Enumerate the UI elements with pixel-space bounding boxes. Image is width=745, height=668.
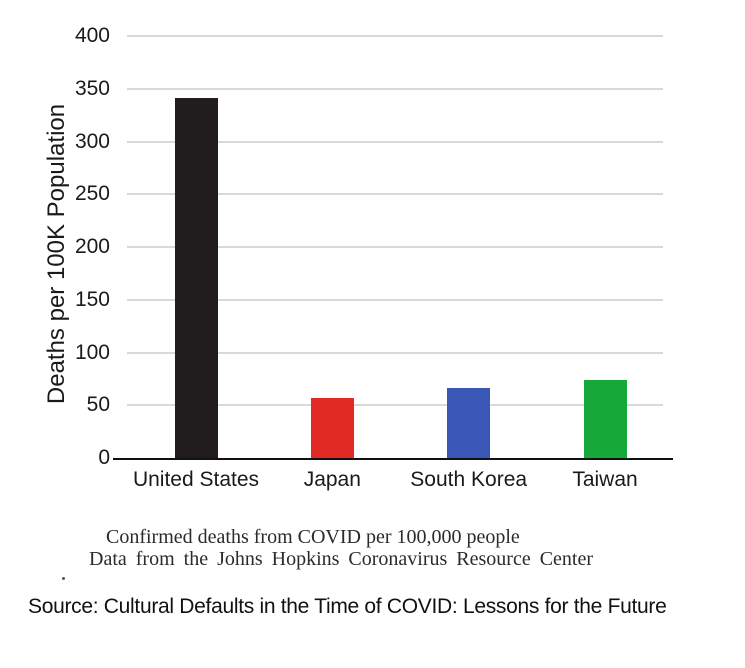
y-tick-label-50: 50	[86, 393, 110, 417]
gridline-250	[127, 193, 663, 196]
y-tick-label-200: 200	[74, 235, 110, 258]
x-axis-line	[113, 458, 673, 460]
caption-line-1: Confirmed deaths from COVID per 100,000 …	[106, 526, 520, 548]
y-tick-label-350: 350	[74, 76, 110, 100]
bar-japan	[310, 397, 354, 458]
y-tick-label-0: 0	[98, 446, 110, 469]
y-tick-label-250: 250	[74, 182, 110, 206]
caption-line-2: Data from the Johns Hopkins Coronavirus …	[89, 548, 594, 570]
gridline-350	[127, 87, 663, 90]
bar-taiwan	[583, 379, 627, 458]
source-attribution: Source: Cultural Defaults in the Time of…	[28, 595, 667, 618]
stray-dot-mark	[62, 577, 65, 580]
bar-south-korea	[447, 388, 491, 458]
bar-united-states	[174, 98, 218, 458]
gridline-50	[127, 404, 663, 407]
y-tick-label-300: 300	[74, 129, 110, 153]
x-label-japan: Japan	[303, 468, 361, 491]
gridline-150	[127, 298, 663, 301]
gridline-100	[127, 351, 663, 354]
x-label-taiwan: Taiwan	[572, 468, 638, 491]
gridline-300	[127, 140, 663, 143]
y-tick-label-150: 150	[74, 287, 110, 311]
gridline-400	[127, 35, 663, 37]
x-label-united-states: United States	[132, 468, 260, 491]
x-label-south-korea: South Korea	[410, 468, 528, 491]
y-tick-label-400: 400	[74, 24, 110, 47]
y-tick-label-100: 100	[74, 340, 110, 364]
plot-area: United States Japan South Korea Taiwan	[113, 35, 673, 491]
gridline-200	[127, 246, 663, 248]
y-axis-tick-labels: 0 50 100 150 200 250 300 350 400	[0, 0, 110, 668]
